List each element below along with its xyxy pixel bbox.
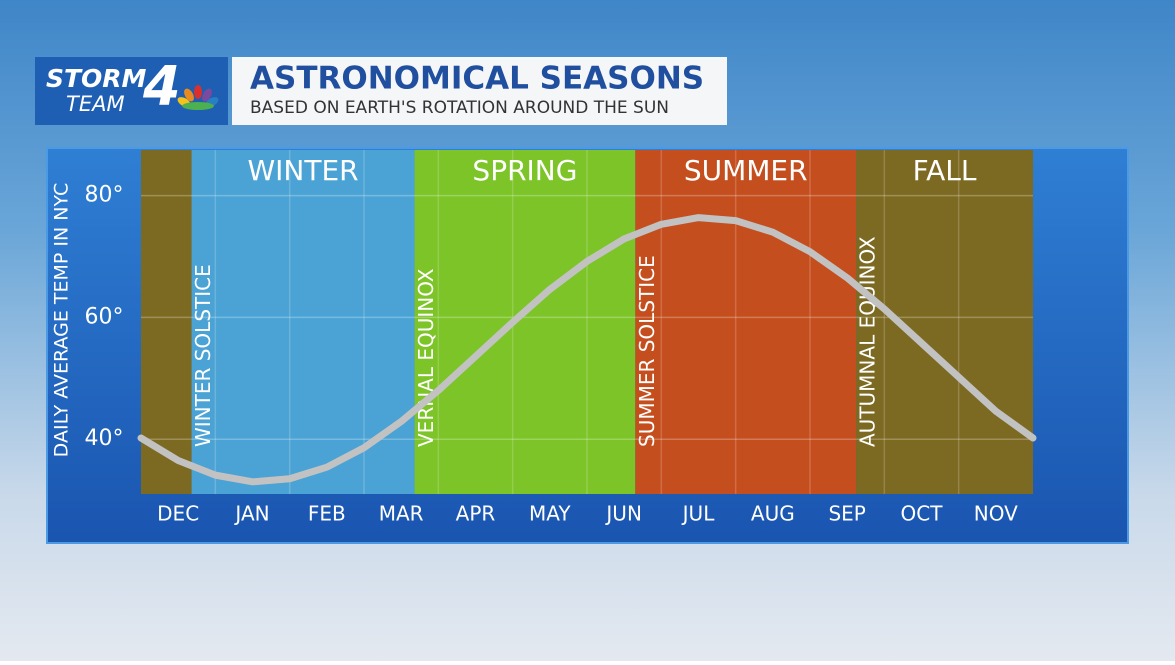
- x-tick-label: APR: [456, 502, 496, 526]
- x-tick-label: MAY: [529, 502, 571, 526]
- logo-text: TEAM: [66, 92, 125, 116]
- x-tick-label: JAN: [233, 502, 269, 526]
- x-tick-label: AUG: [751, 502, 795, 526]
- y-tick-label: 40°: [85, 426, 124, 451]
- season-band: [414, 150, 636, 494]
- x-tick-label: NOV: [974, 502, 1018, 526]
- season-band: [856, 150, 1033, 494]
- x-tick-label: OCT: [901, 502, 944, 526]
- x-tick-label: JUN: [604, 502, 642, 526]
- logo-text: STORM: [46, 64, 147, 93]
- x-tick-label: DEC: [157, 502, 199, 526]
- event-label: VERNAL EQUINOX: [414, 268, 438, 447]
- season-label: FALL: [913, 154, 977, 187]
- x-tick-label: SEP: [828, 502, 865, 526]
- season-label: WINTER: [247, 154, 358, 187]
- x-tick-label: JUL: [681, 502, 716, 526]
- season-label: SUMMER: [684, 154, 808, 187]
- season-band: [191, 150, 415, 494]
- x-tick-label: FEB: [308, 502, 346, 526]
- peacock-icon: [177, 85, 219, 110]
- logo-number: 4: [142, 55, 181, 118]
- chart-subtitle: BASED ON EARTH'S ROTATION AROUND THE SUN: [250, 98, 669, 118]
- event-label: WINTER SOLSTICE: [191, 264, 215, 447]
- y-tick-label: 60°: [85, 304, 124, 329]
- event-label: SUMMER SOLSTICE: [635, 255, 659, 447]
- temperature-line: [137, 214, 1037, 486]
- season-label: SPRING: [472, 154, 577, 187]
- season-band: [141, 150, 192, 494]
- chart-title: ASTRONOMICAL SEASONS: [250, 61, 704, 97]
- x-tick-label: MAR: [379, 502, 424, 526]
- y-tick-label: 80°: [85, 183, 124, 208]
- season-band: [635, 150, 857, 494]
- event-label: AUTUMNAL EQUINOX: [856, 236, 880, 447]
- title-box: [232, 57, 727, 125]
- y-axis-label: DAILY AVERAGE TEMP IN NYC: [51, 183, 73, 458]
